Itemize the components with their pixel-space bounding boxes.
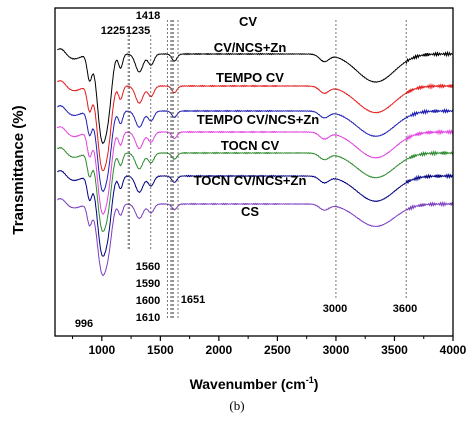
- series-label-tocn-cv: TOCN CV: [221, 138, 280, 153]
- plot-frame: [54, 7, 454, 337]
- series-label-cs: CS: [241, 204, 259, 219]
- annotation-1610: 1610: [136, 312, 160, 324]
- reference-lines: [127, 20, 407, 318]
- x-tick-label-2000: 2000: [206, 343, 233, 357]
- spectrum-cv-ncs-zn: [57, 80, 454, 172]
- x-axis-label: Wavenumber (cm-1): [190, 375, 319, 392]
- spectrum-tocn-cv-ncs-zn: [57, 170, 454, 257]
- annotation-1225: 1225: [101, 25, 125, 37]
- annotation-996: 996: [75, 318, 93, 330]
- series-label-tocn-cv-ncs-zn: TOCN CV/NCS+Zn: [194, 173, 307, 188]
- x-tick-label-4000: 4000: [440, 343, 467, 357]
- series-label-cv-ncs-zn: CV/NCS+Zn: [214, 40, 287, 55]
- annotation-1590: 1590: [136, 278, 160, 290]
- annotation-3000: 3000: [323, 303, 347, 315]
- annotation-3600: 3600: [393, 303, 417, 315]
- annotation-1651: 1651: [181, 294, 205, 306]
- series-label-tempo-cv-ncs-zn: TEMPO CV/NCS+Zn: [197, 112, 319, 127]
- x-axis-label-close: ): [314, 376, 319, 392]
- series-label-cv: CV: [239, 14, 257, 29]
- annotation-1235: 1235: [126, 25, 150, 37]
- spectrum-tocn-cv: [56, 146, 454, 232]
- annotation-1600: 1600: [136, 295, 160, 307]
- spectrum-tempo-cv-ncs-zn: [56, 126, 454, 215]
- x-tick-label-3000: 3000: [323, 343, 350, 357]
- x-axis-label-superscript: -1: [306, 375, 314, 385]
- series-label-tempo-cv: TEMPO CV: [216, 70, 284, 85]
- series-labels: CV CV/NCS+Zn TEMPO CV TEMPO CV/NCS+Zn TOCN C…: [194, 14, 320, 219]
- spectra-curves: [56, 48, 454, 277]
- annotation-1560: 1560: [136, 261, 160, 273]
- figure-caption: (b): [229, 398, 245, 413]
- spectrum-tempo-cv: [57, 104, 454, 193]
- annotation-1418: 1418: [136, 10, 160, 22]
- spectrum-cv: [57, 48, 454, 145]
- x-tick-label-3500: 3500: [381, 343, 408, 357]
- y-axis-label: Transmittance (%): [10, 105, 27, 234]
- x-tick-label-1000: 1000: [88, 343, 115, 357]
- peak-annotations: 1225 1235 1418 1560 1590 1600 1610 1651 996 3000 3…: [75, 10, 417, 330]
- x-tick-label-1500: 1500: [147, 343, 174, 357]
- spectrum-cs: [57, 198, 454, 277]
- x-tick-label-2500: 2500: [264, 343, 291, 357]
- x-axis-ticks: 1000 1500 2000 2500 3000 3500 4000: [72, 336, 467, 357]
